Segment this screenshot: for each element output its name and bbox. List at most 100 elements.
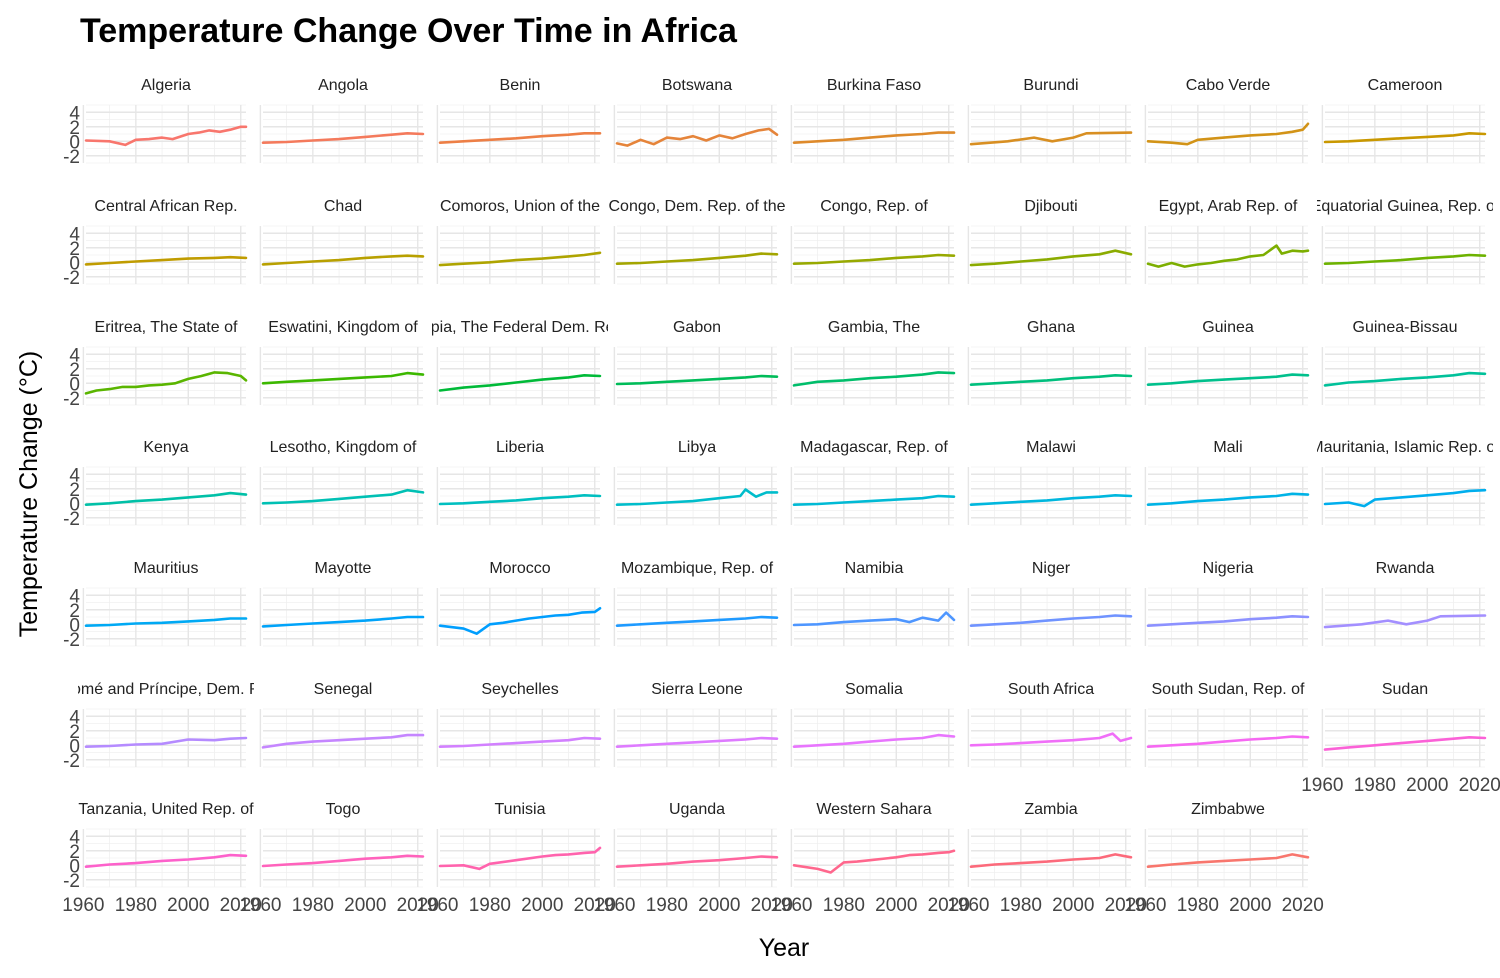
- series-line: [261, 488, 425, 505]
- facet-label: Algeria: [141, 77, 191, 94]
- facet-label: Madagascar, Rep. of: [800, 439, 948, 456]
- series-line: [261, 371, 425, 385]
- facet-label: Djibouti: [1024, 198, 1077, 215]
- facet-panel: Djibouti: [967, 198, 1133, 285]
- facet-label: Gambia, The: [828, 319, 920, 336]
- facet-label: Burkina Faso: [827, 77, 921, 94]
- x-tick-label: 1960: [1301, 775, 1343, 796]
- x-tick-label: 2020: [220, 895, 262, 916]
- facet-panel: Ghana: [967, 319, 1133, 406]
- series-line: [1323, 132, 1487, 144]
- series-line: [792, 611, 956, 627]
- facet-label: São Tomé and Príncipe, Dem. Rep. of: [31, 681, 301, 698]
- y-tick-label: 0: [69, 132, 80, 153]
- series-line: [1146, 122, 1310, 146]
- y-tick-label: -2: [63, 389, 80, 410]
- series-line: [1146, 373, 1310, 386]
- series-line: [615, 855, 779, 868]
- facet-label: Equatorial Guinea, Rep. of: [1311, 198, 1500, 215]
- facet-panel: Rwanda: [1321, 560, 1487, 647]
- x-tick-label: 1980: [1177, 895, 1219, 916]
- series-line: [84, 255, 248, 266]
- facet-label: Burundi: [1023, 77, 1078, 94]
- y-tick-label: 4: [69, 465, 80, 486]
- y-tick-label: 4: [69, 103, 80, 124]
- facet-label: Seychelles: [481, 681, 558, 698]
- facet-panel: Niger: [967, 560, 1133, 647]
- facet-panel: Seychelles: [436, 681, 602, 768]
- facet-label: Mozambique, Rep. of: [621, 560, 774, 577]
- facet-label: Sudan: [1382, 681, 1428, 698]
- x-tick-label: 2000: [875, 895, 917, 916]
- series-line: [261, 733, 425, 749]
- series-line: [792, 494, 956, 506]
- facet-label: Gabon: [673, 319, 721, 336]
- facet-label: Kenya: [143, 439, 188, 456]
- facet-panel: Mozambique, Rep. of: [613, 560, 779, 647]
- y-tick-label: 0: [69, 856, 80, 877]
- series-line: [615, 488, 779, 506]
- facet-label: Ethiopia, The Federal Dem. Rep. of: [394, 319, 646, 336]
- facet-panel: Mali: [1144, 439, 1310, 526]
- y-tick-label: 4: [69, 224, 80, 245]
- facet-label: Tunisia: [495, 801, 546, 818]
- y-tick-label: -2: [63, 268, 80, 289]
- facet-panel: Botswana: [613, 77, 779, 164]
- facet-panel: Eswatini, Kingdom of: [259, 319, 425, 406]
- y-tick-label: 0: [69, 253, 80, 274]
- series-line: [792, 733, 956, 748]
- series-line: [969, 732, 1133, 747]
- series-line: [84, 491, 248, 506]
- facet-label: Mayotte: [315, 560, 372, 577]
- facet-label: Ghana: [1027, 319, 1075, 336]
- facet-panel: Guinea-Bissau: [1321, 319, 1487, 406]
- series-line: [84, 617, 248, 627]
- series-line: [1323, 253, 1487, 265]
- series-line: [969, 494, 1133, 506]
- series-line: [1146, 244, 1310, 268]
- facet-label: Liberia: [496, 439, 544, 456]
- facet-panel: Somalia: [790, 681, 956, 768]
- facet-panel: South Sudan, Rep. of: [1144, 681, 1310, 768]
- facet-panel: Sudan 1960 1980 2000 2020: [1301, 681, 1500, 796]
- facet-panel: Senegal: [259, 681, 425, 768]
- facet-panel: Benin: [436, 77, 602, 164]
- series-line: [84, 853, 248, 868]
- facet-panel: Burkina Faso: [790, 77, 956, 164]
- x-tick-label: 1980: [469, 895, 511, 916]
- facet-label: Morocco: [489, 560, 550, 577]
- series-line: [261, 615, 425, 628]
- facet-label: South Africa: [1008, 681, 1094, 698]
- facet-label: Eswatini, Kingdom of: [268, 319, 418, 336]
- x-tick-label: 2000: [167, 895, 209, 916]
- facet-panel: Uganda 1960 1980 2000 2020: [593, 801, 793, 916]
- facet-panel: Cabo Verde: [1144, 77, 1310, 164]
- y-tick-label: 0: [69, 374, 80, 395]
- x-tick-label: 2020: [397, 895, 439, 916]
- y-tick-label: 0: [69, 736, 80, 757]
- series-line: [969, 853, 1133, 868]
- y-tick-label: 2: [69, 722, 80, 743]
- facet-panel: Comoros, Union of the: [436, 198, 602, 285]
- facet-label: Mali: [1213, 439, 1242, 456]
- facet-panel: Lesotho, Kingdom of: [259, 439, 425, 526]
- y-axis-title: Temperature Change (°C): [15, 351, 43, 638]
- facet-label: Chad: [324, 198, 362, 215]
- facet-label: Cabo Verde: [1186, 77, 1271, 94]
- x-tick-label: 1980: [115, 895, 157, 916]
- facet-label: Western Sahara: [816, 801, 931, 818]
- x-tick-label: 1960: [239, 895, 281, 916]
- x-tick-label: 2000: [1052, 895, 1094, 916]
- series-line: [84, 125, 248, 147]
- facet-panel: Guinea: [1144, 319, 1310, 406]
- series-line: [261, 854, 425, 868]
- series-line: [438, 494, 602, 506]
- facet-label: Cameroon: [1368, 77, 1443, 94]
- series-line: [438, 607, 602, 635]
- y-tick-label: 2: [69, 842, 80, 863]
